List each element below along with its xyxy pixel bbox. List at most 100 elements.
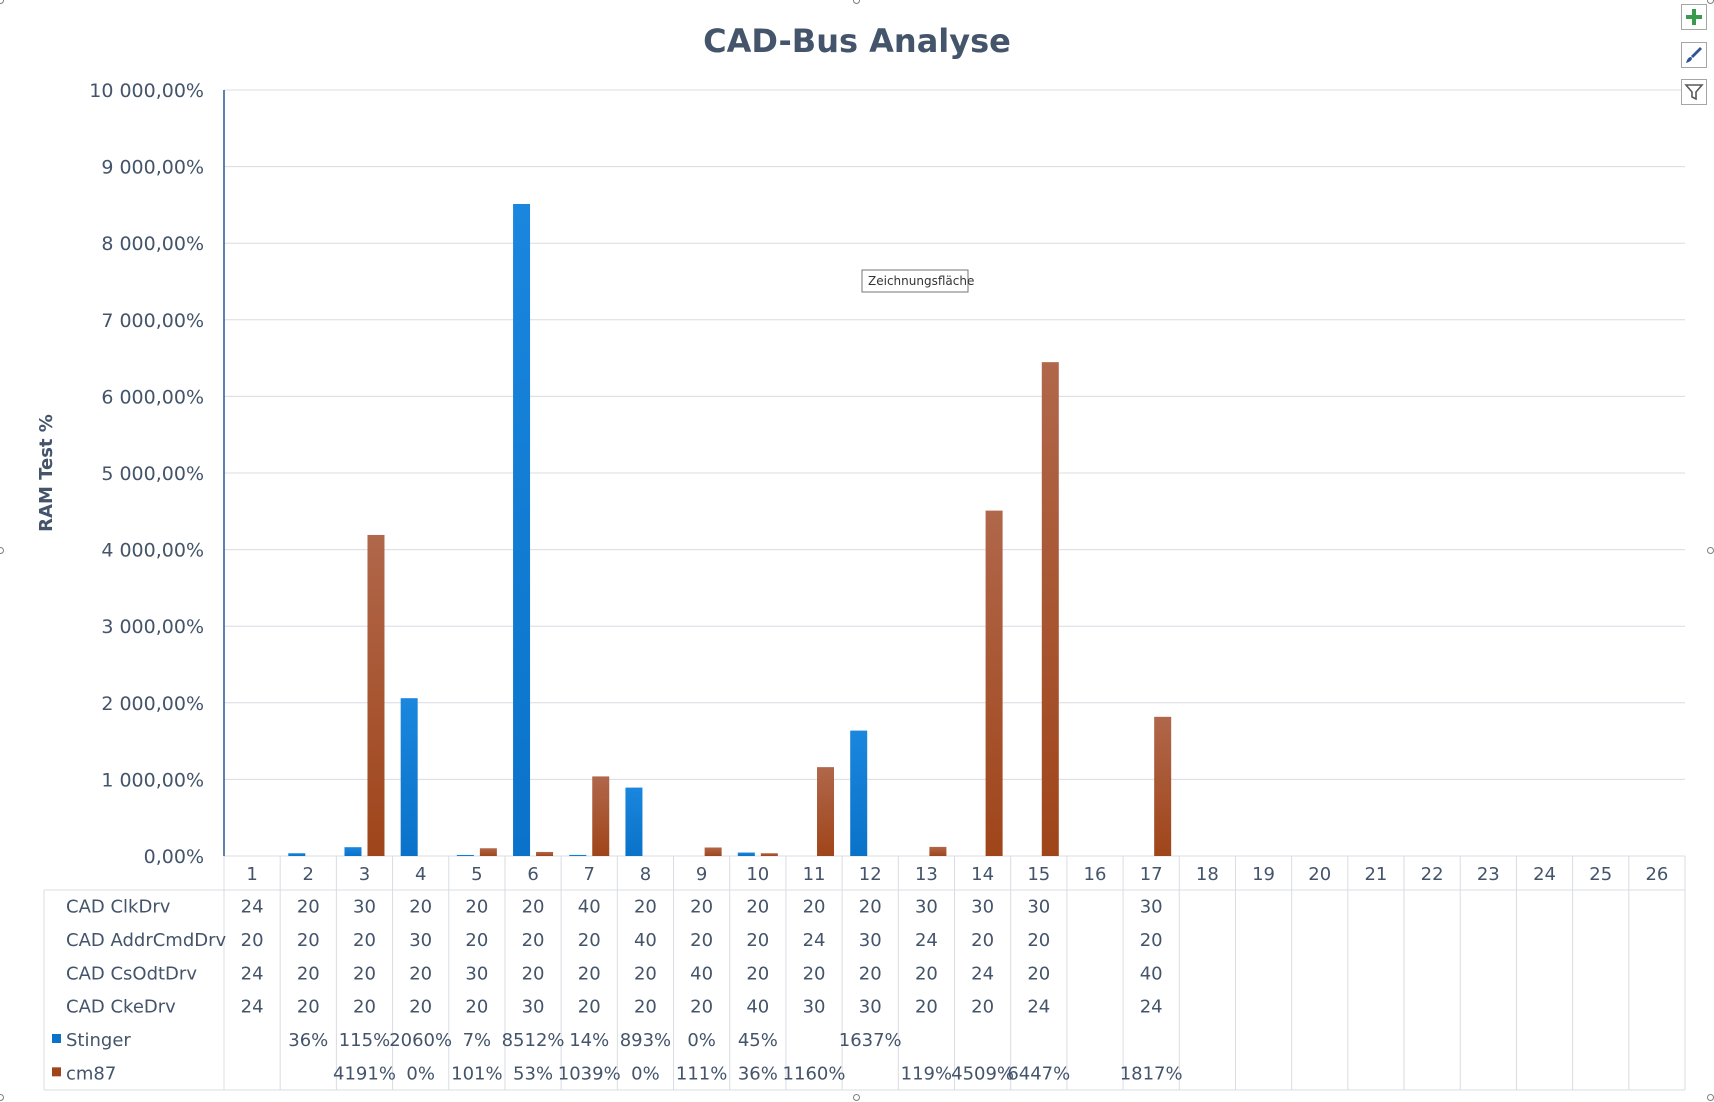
data-label: 53% <box>513 1063 553 1084</box>
bars[interactable] <box>288 203 1172 856</box>
table-cell: 20 <box>746 930 769 951</box>
data-label: 36% <box>288 1030 328 1051</box>
y-tick-label: 10 000,00% <box>89 80 204 102</box>
y-tick-label: 0,00% <box>144 846 204 868</box>
table-cell: 20 <box>409 897 432 918</box>
resize-handle-right[interactable] <box>1707 547 1714 554</box>
table-cell: 20 <box>690 997 713 1018</box>
table-cell: 20 <box>1027 930 1050 951</box>
bar-cm87-11[interactable] <box>817 767 835 856</box>
table-cell: 24 <box>915 930 938 951</box>
table-cell: 24 <box>1027 997 1050 1018</box>
bar-stinger-12[interactable] <box>850 730 868 856</box>
data-label: 2060% <box>389 1030 452 1051</box>
data-label: 1817% <box>1120 1063 1183 1084</box>
x-tick-label: 9 <box>696 864 707 885</box>
chart-title: CAD-Bus Analyse <box>703 22 1011 60</box>
data-label: 4509% <box>951 1063 1014 1084</box>
table-cell: 20 <box>465 897 488 918</box>
brush-icon <box>1686 47 1702 63</box>
data-label: 7% <box>463 1030 492 1051</box>
bar-stinger-7[interactable] <box>569 854 587 856</box>
bar-cm87-3[interactable] <box>367 534 385 856</box>
y-tick-label: 1 000,00% <box>101 769 204 791</box>
x-tick-label: 12 <box>859 864 882 885</box>
bar-cm87-17[interactable] <box>1154 716 1172 856</box>
table-cell: 20 <box>859 963 882 984</box>
resize-handle-top[interactable] <box>853 0 860 4</box>
bar-cm87-15[interactable] <box>1041 362 1059 856</box>
data-label: 14% <box>569 1030 609 1051</box>
x-tick-label: 22 <box>1421 864 1444 885</box>
x-tick-label: 25 <box>1589 864 1612 885</box>
data-label: 0% <box>406 1063 435 1084</box>
bar-cm87-5[interactable] <box>479 848 497 856</box>
resize-handle-bottom-right[interactable] <box>1707 1094 1714 1101</box>
x-tick-label: 7 <box>584 864 595 885</box>
resize-handle-bottom-left[interactable] <box>0 1094 4 1101</box>
bar-cm87-14[interactable] <box>985 510 1003 856</box>
table-cell: 40 <box>1140 963 1163 984</box>
table-cell: 20 <box>297 930 320 951</box>
bar-stinger-2[interactable] <box>288 853 306 856</box>
table-cell: 20 <box>297 897 320 918</box>
bar-stinger-6[interactable] <box>513 203 531 856</box>
table-cell: 30 <box>859 997 882 1018</box>
table-cell: 30 <box>1140 897 1163 918</box>
bar-cm87-6[interactable] <box>536 851 554 856</box>
bar-cm87-9[interactable] <box>704 847 722 856</box>
bar-stinger-4[interactable] <box>400 698 418 856</box>
table-cell: 20 <box>297 997 320 1018</box>
table-cell: 20 <box>353 997 376 1018</box>
x-tick-label: 5 <box>471 864 482 885</box>
resize-handle-bottom[interactable] <box>853 1094 860 1101</box>
bar-stinger-8[interactable] <box>625 787 643 856</box>
bar-stinger-5[interactable] <box>456 855 474 856</box>
y-tick-label: 3 000,00% <box>101 616 204 638</box>
table-cell: 20 <box>803 897 826 918</box>
table-cell: 20 <box>971 930 994 951</box>
bar-stinger-10[interactable] <box>737 852 755 856</box>
table-cell: 30 <box>353 897 376 918</box>
table-cell: 20 <box>241 930 264 951</box>
chart-elements-button[interactable] <box>1681 4 1707 30</box>
table-cell: 30 <box>1027 897 1050 918</box>
bar-stinger-3[interactable] <box>344 847 362 856</box>
y-tick-label: 2 000,00% <box>101 693 204 715</box>
filter-icon <box>1684 84 1704 101</box>
bar-cm87-7[interactable] <box>592 776 610 856</box>
x-tick-label: 23 <box>1477 864 1500 885</box>
bar-cm87-13[interactable] <box>929 846 947 856</box>
table-cell: 24 <box>1140 997 1163 1018</box>
y-tick-label: 5 000,00% <box>101 463 204 485</box>
x-tick-label: 20 <box>1308 864 1331 885</box>
table-cell: 40 <box>746 997 769 1018</box>
x-tick-label: 16 <box>1084 864 1107 885</box>
table-cell: 20 <box>578 963 601 984</box>
chart-styles-button[interactable] <box>1681 42 1707 68</box>
table-cell: 24 <box>241 897 264 918</box>
plus-icon <box>1686 9 1702 25</box>
table-cell: 20 <box>409 963 432 984</box>
tooltip-text: Zeichnungsfläche <box>868 274 974 288</box>
data-label: 893% <box>620 1030 671 1051</box>
table-cell: 20 <box>971 997 994 1018</box>
bar-cm87-10[interactable] <box>760 853 778 856</box>
data-label: 1637% <box>839 1030 902 1051</box>
resize-handle-top-left[interactable] <box>0 0 4 4</box>
plot-area-tooltip: Zeichnungsfläche <box>861 269 974 293</box>
table-cell: 20 <box>634 997 657 1018</box>
table-row-label: CAD AddrCmdDrv <box>66 930 227 951</box>
table-cell: 20 <box>915 963 938 984</box>
legend-entry: Stinger <box>66 1030 131 1051</box>
table-cell: 20 <box>578 997 601 1018</box>
x-tick-label: 6 <box>527 864 538 885</box>
data-table: 1 2 3 4 5 6 7 8 9 10 11 12 13 14 15 16 17 18 19 20 21 22 23 24 2… <box>43 856 1686 1091</box>
data-label: 0% <box>687 1030 716 1051</box>
resize-handle-left[interactable] <box>0 547 4 554</box>
data-label: 1039% <box>558 1063 621 1084</box>
table-cell: 24 <box>241 997 264 1018</box>
chart-filters-button[interactable] <box>1681 79 1707 105</box>
